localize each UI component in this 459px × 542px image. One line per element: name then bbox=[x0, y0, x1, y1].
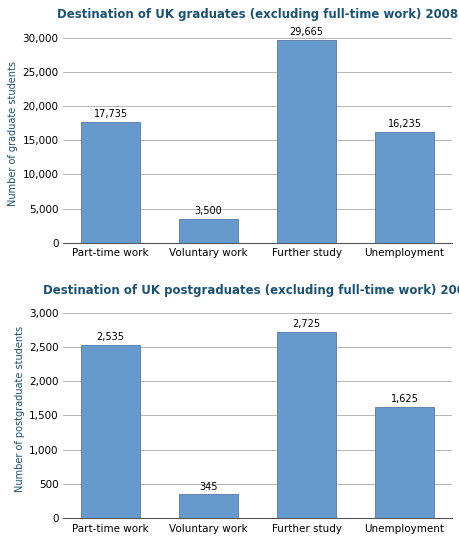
Bar bbox=[81, 121, 140, 243]
Bar bbox=[277, 332, 335, 518]
Text: 1,625: 1,625 bbox=[390, 394, 418, 404]
Bar bbox=[277, 40, 335, 243]
Text: 17,735: 17,735 bbox=[93, 109, 127, 119]
Bar bbox=[179, 494, 237, 518]
Bar bbox=[375, 132, 433, 243]
Bar bbox=[81, 345, 140, 518]
Text: 29,665: 29,665 bbox=[289, 27, 323, 37]
Title: Destination of UK graduates (excluding full-time work) 2008: Destination of UK graduates (excluding f… bbox=[57, 8, 457, 21]
Text: 3,500: 3,500 bbox=[194, 206, 222, 216]
Y-axis label: Number of graduate students: Number of graduate students bbox=[8, 61, 18, 206]
Text: 2,725: 2,725 bbox=[292, 319, 320, 329]
Bar bbox=[179, 219, 237, 243]
Text: 2,535: 2,535 bbox=[96, 332, 124, 342]
Text: 345: 345 bbox=[199, 482, 218, 492]
Y-axis label: Number of postgraduate students: Number of postgraduate students bbox=[15, 326, 25, 492]
Text: 16,235: 16,235 bbox=[387, 119, 421, 129]
Bar bbox=[375, 407, 433, 518]
Title: Destination of UK postgraduates (excluding full-time work) 2008: Destination of UK postgraduates (excludi… bbox=[42, 283, 459, 296]
